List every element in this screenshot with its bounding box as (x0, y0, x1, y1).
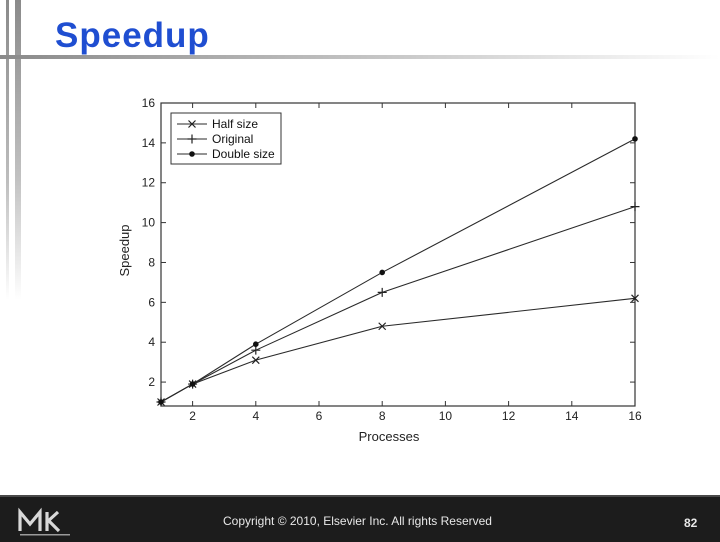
x-tick-label: 12 (502, 409, 516, 423)
series-3-point (189, 381, 196, 387)
speedup-chart: 2 4 6 8 10 12 14 16 2 4 6 8 10 12 14 16 Processes Speedup… (117, 96, 642, 444)
series-1-point (251, 356, 260, 365)
series-2-point (251, 345, 261, 355)
series-3-point (158, 399, 164, 405)
legend-marker (188, 120, 196, 128)
left-accent-bar-thin (6, 0, 9, 300)
series-3-point (253, 341, 259, 348)
series-2-point-shape (251, 345, 261, 355)
mk-logo-icon (18, 507, 70, 536)
x-tick-label: 10 (439, 409, 453, 423)
page-number: 82 (684, 516, 698, 530)
legend-marker (187, 134, 197, 144)
y-tick-label: 6 (148, 295, 155, 309)
y-tick-label: 4 (148, 335, 155, 349)
legend-entry: Original (212, 132, 253, 146)
x-tick-label: 6 (316, 409, 323, 423)
legend-marker (189, 151, 195, 157)
legend-entry: Double size (212, 147, 275, 161)
x-tick-label: 16 (628, 409, 642, 423)
y-tick-label: 10 (142, 216, 156, 230)
series-3-point (632, 136, 638, 142)
series-1-point (378, 322, 387, 331)
footer-bar: Copyright © 2010, Elsevier Inc. All righ… (0, 495, 720, 542)
x-tick-label: 2 (189, 409, 196, 423)
legend-marker-shape (187, 134, 197, 144)
series-3-point-shape (158, 399, 164, 405)
copyright-text: Copyright © 2010, Elsevier Inc. All righ… (223, 514, 492, 528)
title-underline-rule (0, 55, 720, 59)
slide-title: Speedup (55, 16, 210, 55)
series-2-point-shape (377, 287, 387, 297)
legend-marker-shape (189, 151, 195, 157)
series-3-point (379, 269, 386, 276)
x-tick-label: 14 (565, 409, 579, 423)
y-axis-label: Speedup (117, 224, 132, 276)
series-2-point (377, 287, 387, 297)
series-3-point-shape (189, 381, 196, 387)
series-2-point-shape (630, 202, 640, 212)
y-tick-label: 14 (142, 136, 156, 150)
y-tick-label: 16 (142, 96, 156, 110)
legend-entry: Half size (212, 117, 258, 131)
legend-marker-shape (188, 120, 196, 128)
series-1-point-shape (378, 322, 387, 331)
left-accent-bar-thick (15, 0, 21, 300)
x-axis-label: Processes (359, 429, 420, 444)
series-1-point-shape (631, 294, 639, 303)
series-3-point-shape (632, 136, 638, 142)
series-3-point-shape (379, 269, 386, 276)
x-tick-label: 8 (379, 409, 386, 423)
series-1-point (631, 294, 639, 303)
series-3-point-shape (253, 341, 259, 348)
series-2-point (630, 202, 640, 212)
y-tick-label: 2 (148, 375, 155, 389)
series-1-point-shape (251, 356, 260, 365)
x-tick-label: 4 (252, 409, 259, 423)
y-tick-label: 12 (142, 176, 156, 190)
y-tick-label: 8 (148, 255, 155, 269)
